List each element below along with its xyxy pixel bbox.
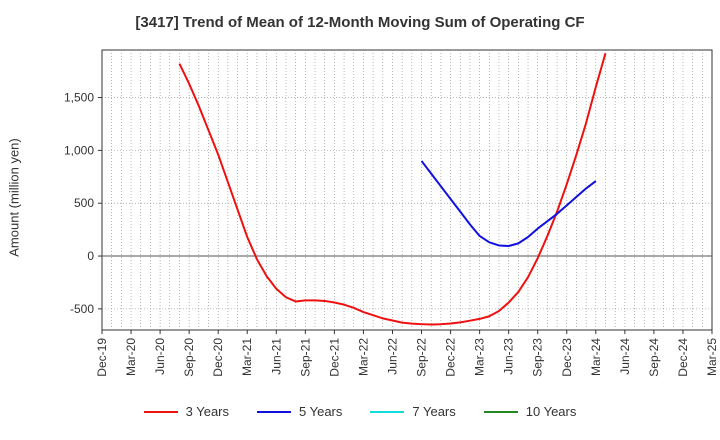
legend-label-7-years: 7 Years — [412, 404, 456, 419]
x-tick-label: Mar-22 — [356, 338, 370, 376]
x-tick-label: Mar-25 — [705, 338, 719, 376]
x-tick-label: Dec-21 — [327, 338, 341, 377]
series-line-3-years — [178, 52, 607, 326]
legend-swatch-7-years — [370, 410, 405, 413]
x-tick-label: Sep-24 — [647, 338, 661, 377]
legend-label-10-years: 10 Years — [525, 404, 577, 419]
legend-item-10-years: 10 Years — [483, 404, 577, 419]
x-tick-label: Dec-24 — [676, 338, 690, 377]
legend-swatch-10-years — [483, 410, 518, 413]
legend-label-5-years: 5 Years — [299, 404, 343, 419]
y-tick-label: 1,000 — [64, 143, 94, 157]
series-line-5-years — [420, 160, 597, 247]
x-tick-label: Jun-21 — [269, 338, 283, 375]
legend-item-5-years: 5 Years — [257, 404, 342, 419]
x-tick-label: Mar-23 — [473, 338, 487, 376]
x-tick-label: Dec-19 — [95, 338, 109, 377]
y-tick-label: 500 — [74, 196, 94, 210]
y-tick-label: 1,500 — [64, 91, 94, 105]
x-tick-label: Sep-23 — [531, 338, 545, 377]
x-tick-label: Mar-20 — [124, 338, 138, 376]
legend-label-3-years: 3 Years — [185, 404, 229, 419]
x-tick-label: Jun-23 — [502, 338, 516, 375]
chart-title: [3417] Trend of Mean of 12-Month Moving … — [135, 14, 585, 31]
x-tick-label: Dec-23 — [560, 338, 574, 377]
legend-item-3-years: 3 Years — [143, 404, 229, 419]
plot-frame — [101, 49, 713, 331]
x-tick-label: Jun-20 — [153, 338, 167, 375]
x-tick-label: Sep-21 — [298, 338, 312, 377]
x-tick-label: Sep-20 — [182, 338, 196, 377]
legend-swatch-5-years — [257, 410, 291, 413]
y-tick-label: 0 — [87, 249, 94, 263]
x-tick-label: Jun-24 — [618, 338, 632, 375]
legend-swatch-3-years — [143, 410, 178, 413]
y-tick-label: -500 — [70, 302, 94, 316]
x-tick-label: Jun-22 — [385, 338, 399, 375]
legend-item-7-years: 7 Years — [370, 404, 456, 419]
x-tick-label: Dec-20 — [211, 338, 225, 377]
x-tick-label: Sep-22 — [415, 338, 429, 377]
x-tick-label: Dec-22 — [444, 338, 458, 377]
x-tick-label: Mar-21 — [240, 338, 254, 376]
x-tick-label: Mar-24 — [589, 338, 603, 376]
chart-legend: 3 Years 5 Years 7 Years 10 Years — [0, 404, 720, 419]
